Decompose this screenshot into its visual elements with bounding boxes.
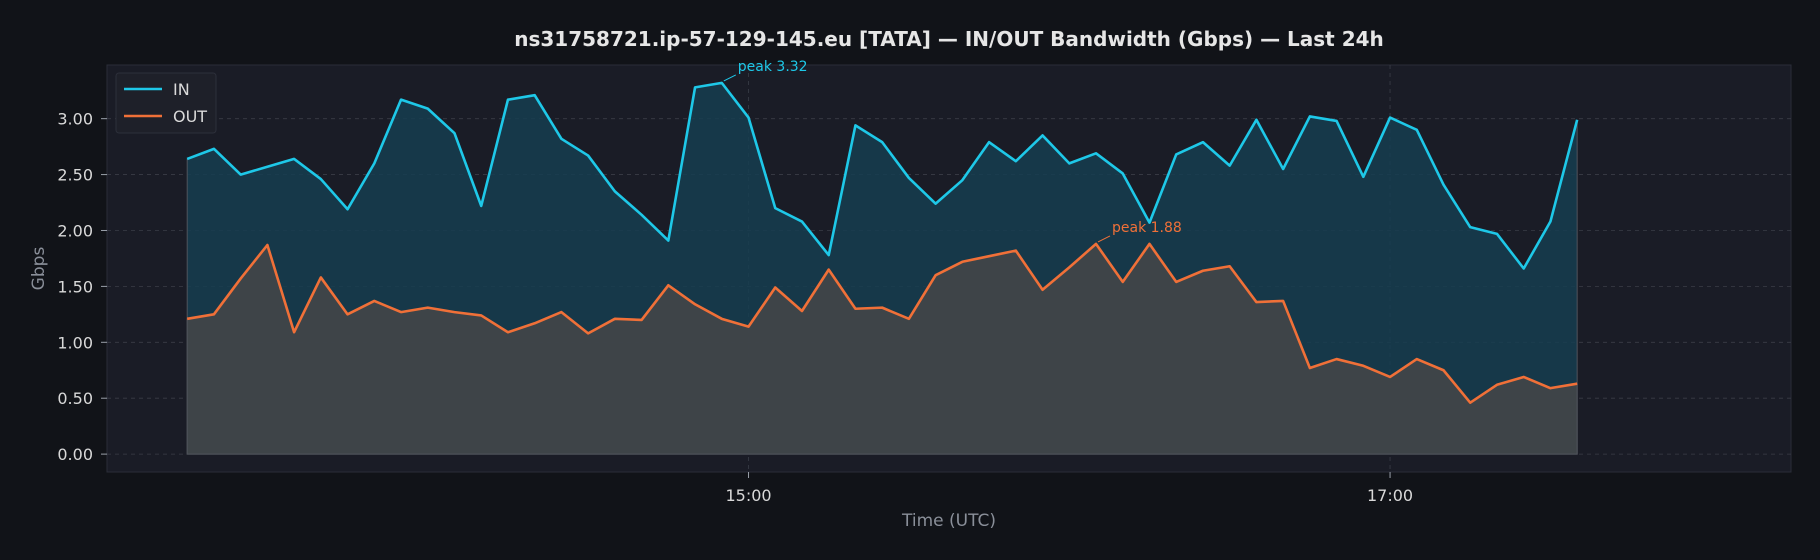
axis-layer: 0.00 0.50 1.00 1.50 2.00 2.50 3.00 15:00 17:00: [57, 110, 1413, 505]
series-line-out: [186, 242, 1578, 404]
line-layer: [186, 81, 1579, 404]
peak-annotation: peak 1.88: [1112, 220, 1182, 236]
x-tick-label: 15:00: [725, 486, 771, 505]
legend-label-out: OUT: [173, 107, 207, 126]
y-tick-label: 2.50: [57, 166, 93, 185]
series-line-in: [186, 81, 1579, 270]
y-axis-label: Gbps: [29, 247, 49, 291]
y-tick-label: 1.50: [57, 277, 93, 296]
y-tick-label: 0.00: [57, 445, 93, 464]
annotation-leader: [1097, 235, 1111, 243]
legend: IN OUT: [115, 72, 217, 134]
annotation-leader: [723, 74, 737, 82]
x-axis-label: Time (UTC): [901, 511, 996, 531]
y-tick-label: 3.00: [57, 110, 93, 129]
annotation-layer: peak 3.32 peak 1.88: [723, 59, 1182, 243]
legend-label-in: IN: [173, 80, 190, 99]
y-tick-label: 0.50: [57, 389, 93, 408]
peak-annotation: peak 3.32: [738, 59, 808, 75]
y-tick-label: 2.00: [57, 221, 93, 240]
chart-title: ns31758721.ip-57-129-145.eu [TATA] — IN/…: [514, 27, 1384, 51]
x-tick-label: 17:00: [1367, 486, 1413, 505]
y-tick-label: 1.00: [57, 333, 93, 352]
area-layer: [186, 82, 1578, 455]
